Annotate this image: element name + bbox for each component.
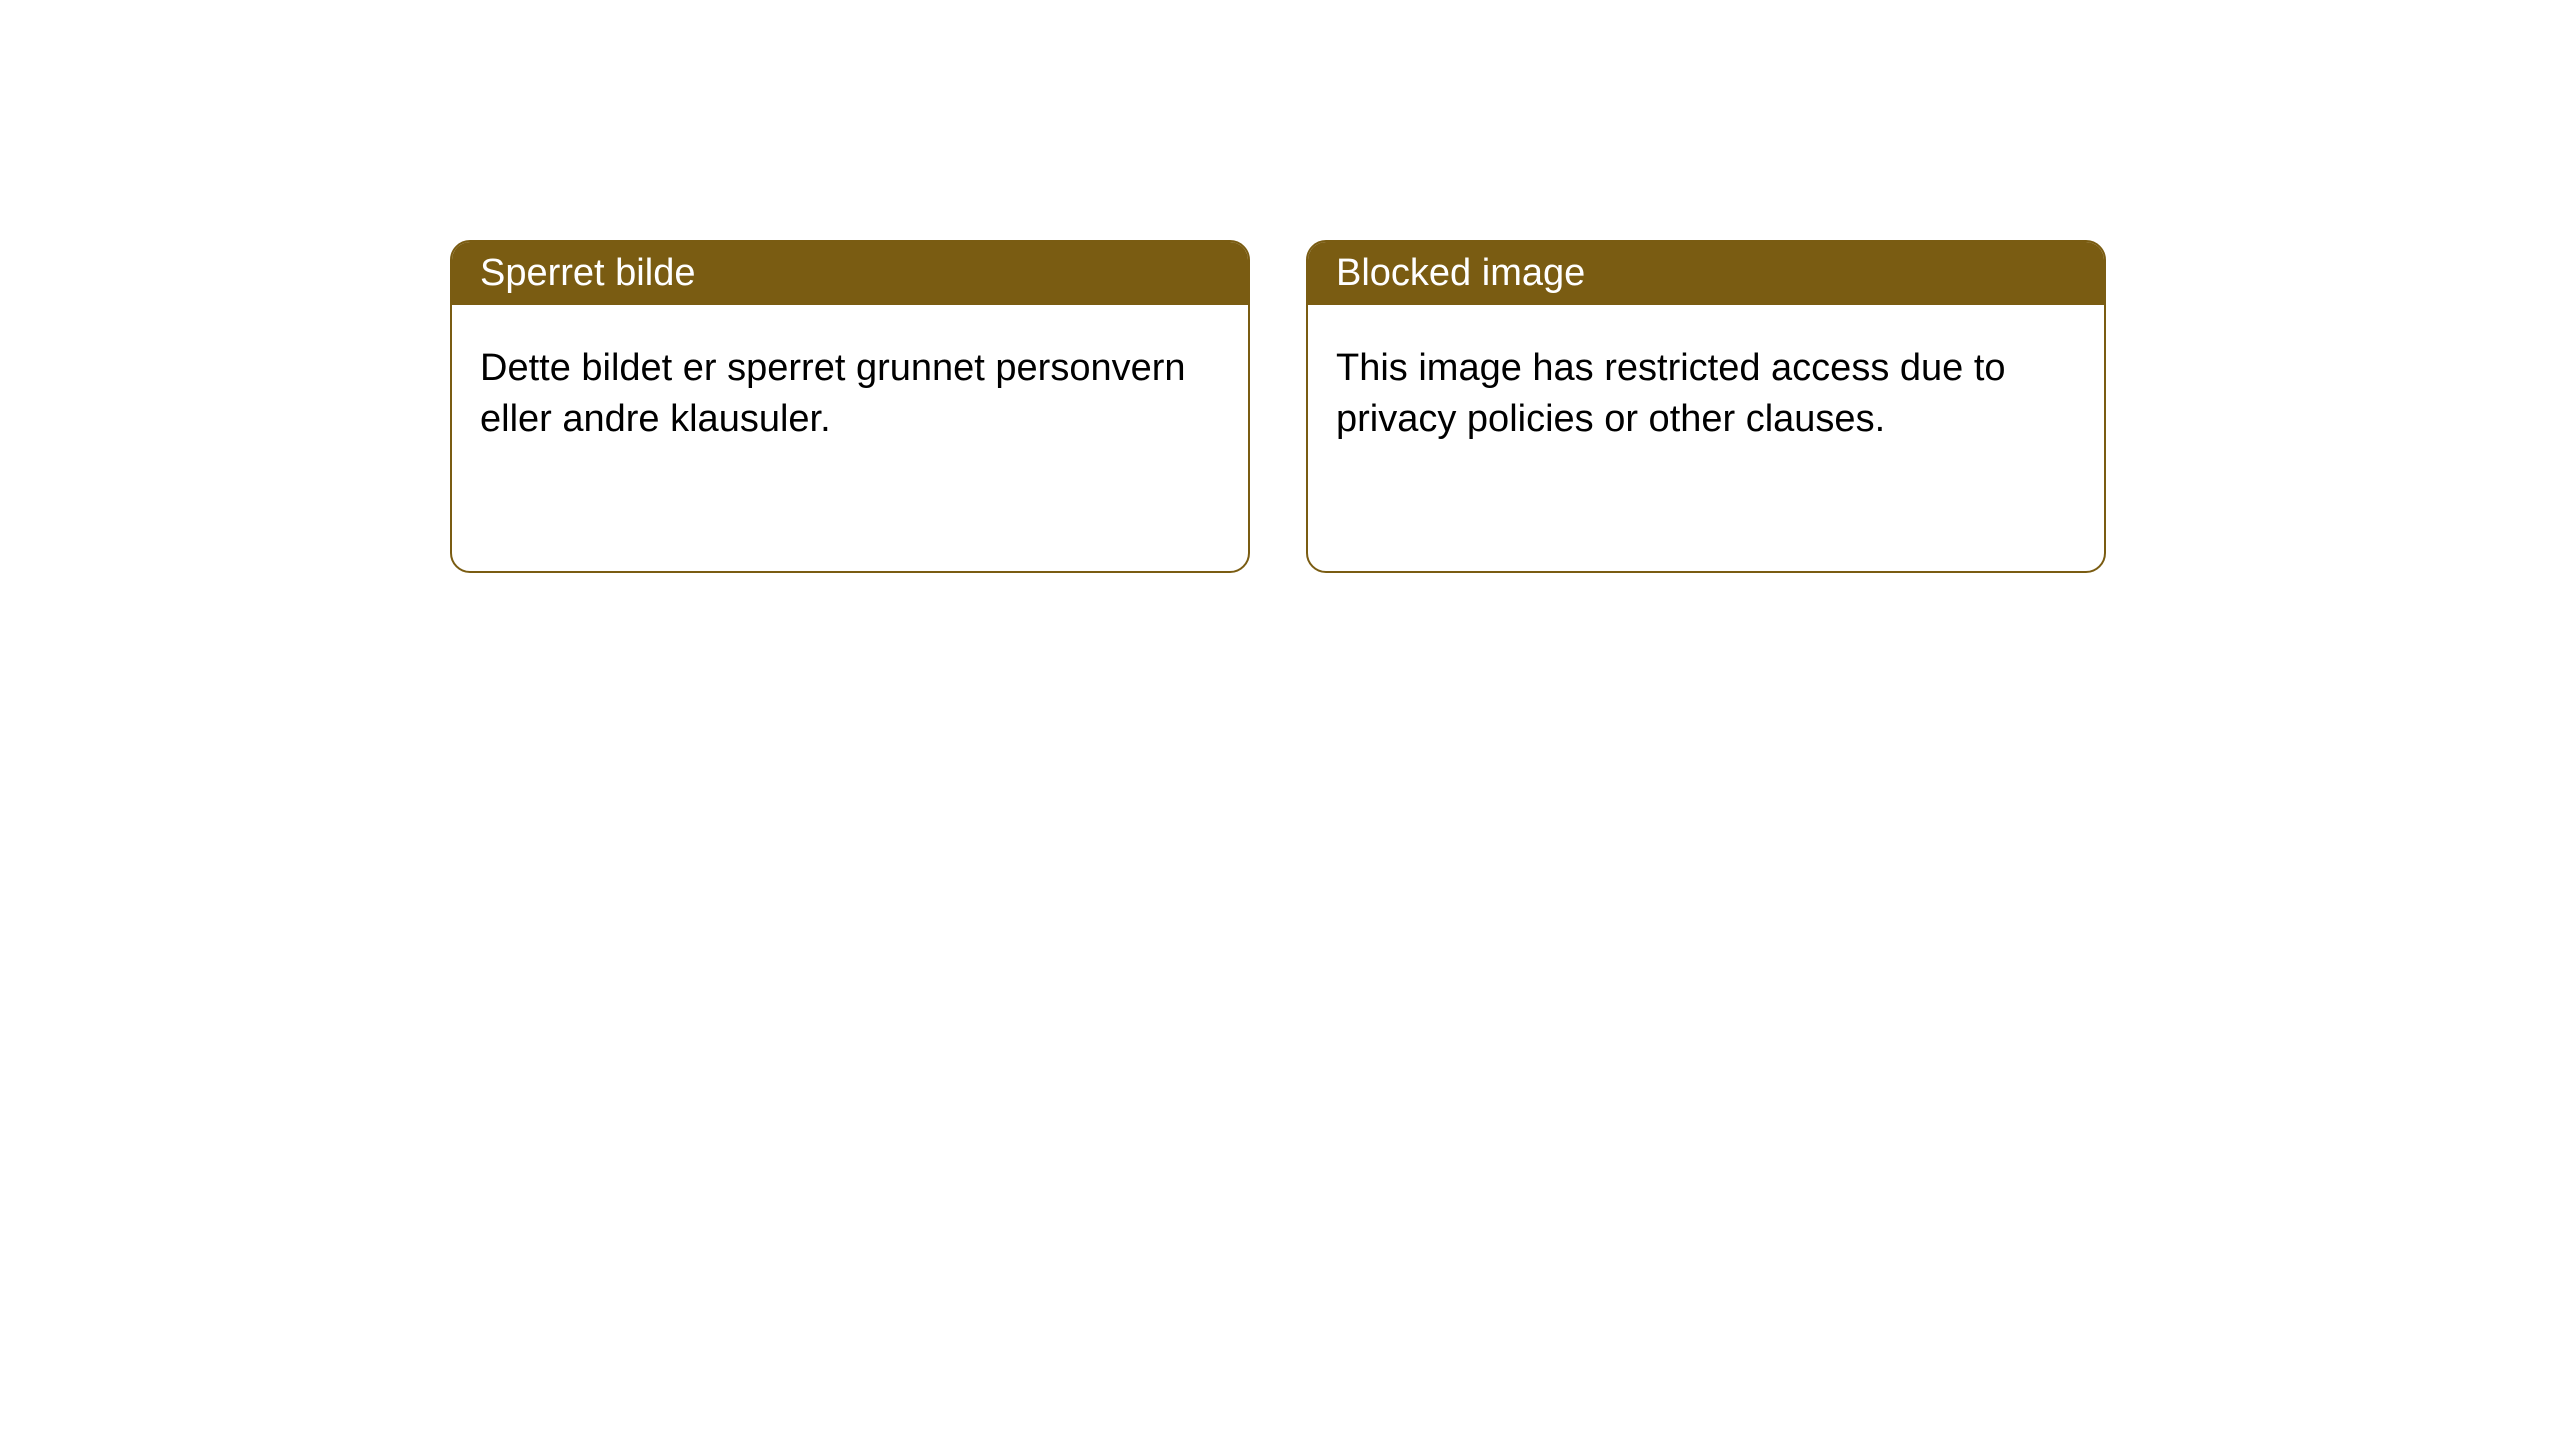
card-header-english: Blocked image [1308, 242, 2104, 305]
notice-card-container: Sperret bilde Dette bildet er sperret gr… [0, 0, 2560, 573]
card-body-english: This image has restricted access due to … [1308, 305, 2104, 484]
card-header-norwegian: Sperret bilde [452, 242, 1248, 305]
notice-card-english: Blocked image This image has restricted … [1306, 240, 2106, 573]
notice-card-norwegian: Sperret bilde Dette bildet er sperret gr… [450, 240, 1250, 573]
card-body-norwegian: Dette bildet er sperret grunnet personve… [452, 305, 1248, 484]
